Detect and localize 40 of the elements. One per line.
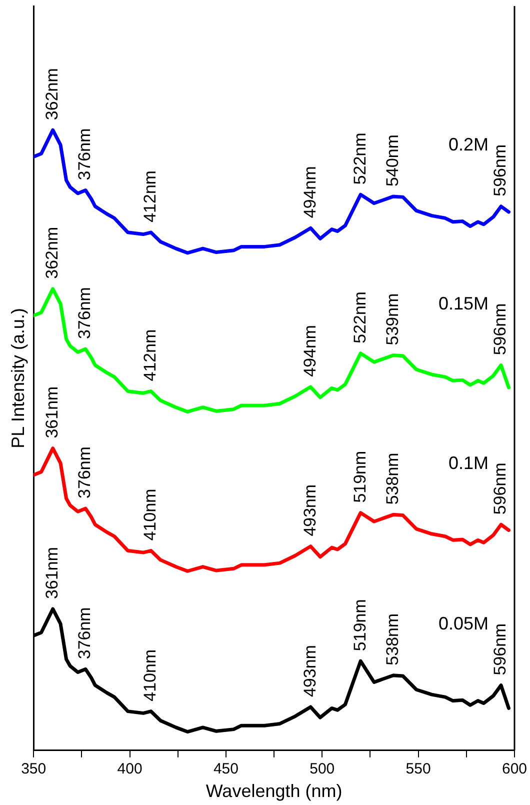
annotation: 494nm	[300, 166, 320, 218]
annotation: 376nm	[75, 287, 94, 340]
annotation: 361nm	[42, 386, 62, 438]
x-tick-label: 350	[21, 760, 46, 778]
annotation: 596nm	[490, 462, 510, 515]
x-tick-label: 550	[406, 760, 431, 778]
annotation: 596nm	[490, 144, 510, 196]
x-tick-label: 600	[502, 760, 527, 778]
annotation: 522nm	[350, 291, 370, 344]
annotation: 376nm	[75, 128, 94, 180]
x-axis-title: Wavelength (nm)	[206, 781, 342, 802]
text: 0.1M	[448, 452, 488, 473]
annotation: 519nm	[350, 450, 370, 503]
annotation: 596nm	[490, 303, 510, 356]
annotation: 412nm	[140, 329, 160, 382]
annotation: 538nm	[382, 613, 402, 666]
annotation: 538nm	[382, 452, 402, 505]
annotation: 522nm	[350, 132, 370, 185]
annotation: 412nm	[140, 170, 160, 222]
annotation: 376nm	[75, 446, 94, 498]
annotation: 410nm	[140, 488, 160, 541]
annotation: 362nm	[42, 68, 62, 120]
annotation: 362nm	[42, 226, 62, 279]
annotation: 540nm	[382, 134, 402, 186]
y-axis-title: PL Intensity (a.u.)	[8, 308, 28, 448]
x-tick-label: 500	[310, 760, 335, 778]
annotation: 539nm	[382, 293, 402, 346]
text: 0.05M	[438, 614, 488, 634]
annotation: 494nm	[300, 324, 320, 377]
annotation: 493nm	[300, 644, 320, 697]
text: 0.15M	[438, 294, 488, 314]
text: 0.2M	[448, 134, 488, 155]
annotation: 410nm	[140, 649, 160, 702]
annotation: 596nm	[490, 623, 510, 676]
annotation: 519nm	[350, 599, 370, 652]
annotation: 376nm	[75, 607, 94, 660]
x-tick-label: 450	[213, 760, 238, 778]
annotation: 493nm	[300, 484, 320, 536]
annotation: 361nm	[42, 546, 62, 599]
x-tick-label: 400	[117, 760, 142, 778]
